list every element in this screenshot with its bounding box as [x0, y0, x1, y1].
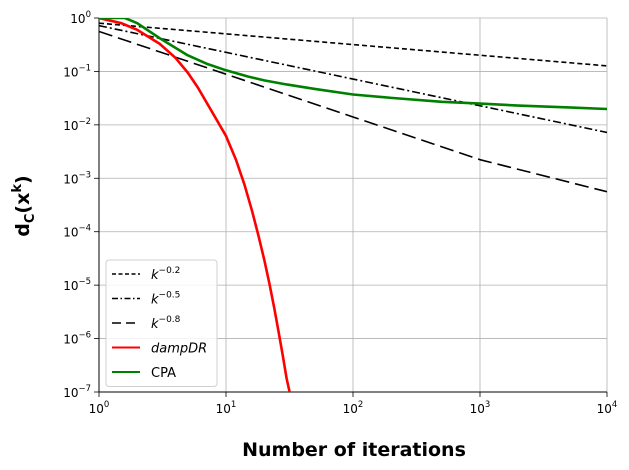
y-tick-label-exp: −6: [78, 331, 91, 341]
x-tick-label-base: 10: [216, 402, 231, 416]
svg-text:dC(xk): dC(xk): [10, 175, 38, 236]
x-tick-label: 102: [343, 400, 364, 416]
legend-entry: dampDR: [151, 342, 207, 357]
y-tick-label: 10−7: [63, 384, 91, 400]
x-axis-ticks: 100 101 102 103 104: [89, 392, 618, 416]
y-axis-label-arg: (x: [12, 193, 34, 214]
x-tick-label: 104: [597, 400, 618, 416]
y-tick-label-base: 10: [63, 386, 78, 400]
x-tick-label-base: 10: [597, 402, 612, 416]
x-tick-label-base: 10: [343, 402, 358, 416]
y-axis-label-close: ): [12, 175, 34, 184]
legend-box: [105, 259, 218, 387]
x-axis-label: Number of iterations: [242, 439, 466, 461]
legend-entry-exp: −0.8: [159, 315, 181, 325]
x-tick-label: 100: [89, 400, 110, 416]
y-tick-label-exp: 0: [86, 10, 91, 20]
y-tick-label-exp: −5: [78, 277, 91, 287]
y-tick-label-exp: −4: [78, 224, 91, 234]
y-tick-label: 10−5: [63, 277, 91, 293]
legend-entry: k−0.8: [151, 315, 181, 332]
y-axis-label-sub: C: [23, 214, 38, 224]
series-line-k-0-5: [99, 24, 607, 134]
legend-entry-exp: −0.2: [159, 266, 181, 276]
y-tick-label: 10−6: [63, 331, 91, 347]
series-line-k-0-8: [99, 30, 607, 193]
y-tick-label-base: 10: [63, 65, 78, 79]
x-tick-label-exp: 0: [104, 400, 109, 410]
y-tick-label: 100: [70, 10, 91, 26]
y-axis-label-main: d: [12, 223, 34, 237]
y-tick-label-exp: −2: [78, 117, 91, 127]
legend-entry: k−0.5: [151, 291, 180, 308]
plot-area: [99, 18, 607, 392]
y-tick-label: 10−2: [63, 117, 91, 133]
y-tick-label-base: 10: [63, 119, 78, 133]
legend-entry-name: CPA: [151, 366, 176, 381]
legend-entry-name: dampDR: [151, 342, 207, 357]
y-tick-label-base: 10: [63, 172, 78, 186]
legend-entry: k−0.2: [151, 266, 180, 283]
legend-entry: CPA: [151, 366, 176, 381]
y-tick-label-exp: −3: [78, 170, 91, 180]
x-tick-label-exp: 2: [358, 400, 363, 410]
y-tick-label: 10−1: [63, 63, 91, 79]
series-line-cpa: [99, 18, 607, 111]
series-line-dampdr: [99, 18, 291, 392]
legend-entry-name: k: [151, 293, 159, 308]
x-tick-label-base: 10: [470, 402, 485, 416]
x-tick-label-exp: 3: [485, 400, 490, 410]
y-tick-label: 10−4: [63, 224, 91, 240]
legend-entry-exp: −0.5: [159, 291, 181, 301]
x-tick-label: 101: [216, 400, 237, 416]
y-axis-label-sup: k: [10, 184, 25, 193]
x-tick-label-exp: 1: [231, 400, 236, 410]
y-tick-label-base: 10: [63, 226, 78, 240]
y-axis-label: dC(xk): [10, 175, 38, 236]
y-tick-label-base: 10: [63, 279, 78, 293]
series-line-k-0-2: [99, 22, 607, 67]
x-tick-label-exp: 4: [612, 400, 617, 410]
legend-entry-name: k: [151, 317, 159, 332]
y-tick-label-exp: −1: [78, 63, 91, 73]
x-tick-label-base: 10: [89, 402, 104, 416]
legend-entry-name: k: [151, 268, 159, 283]
y-tick-label: 10−3: [63, 170, 91, 186]
x-tick-label: 103: [470, 400, 491, 416]
y-tick-label-exp: −7: [78, 384, 91, 394]
y-tick-label-base: 10: [70, 12, 85, 26]
y-tick-label-base: 10: [63, 333, 78, 347]
